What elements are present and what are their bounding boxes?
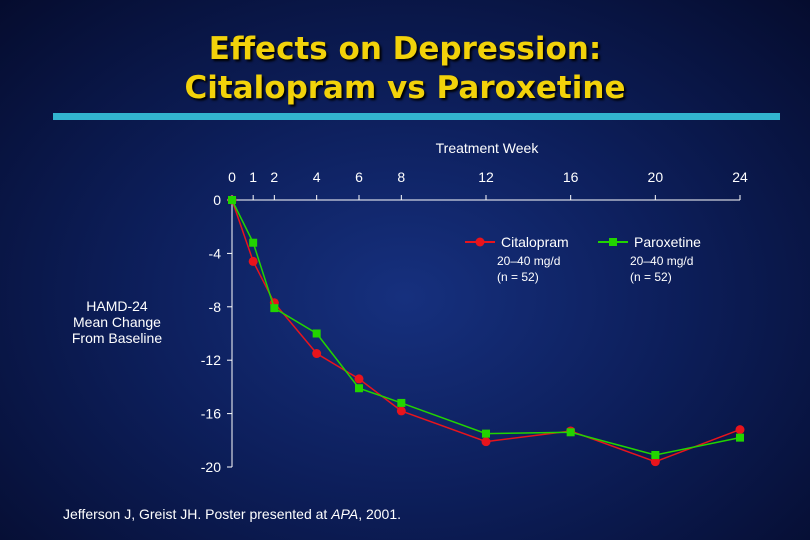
paroxetine-legend-dose: 20–40 mg/d <box>630 254 693 268</box>
x-tick-label: 12 <box>478 169 494 185</box>
paroxetine-data-point <box>736 433 744 442</box>
x-tick-label: 24 <box>732 169 748 185</box>
paroxetine-data-point <box>397 398 406 407</box>
paroxetine-data-point <box>228 196 236 204</box>
citation-year: , 2001. <box>358 506 402 522</box>
citation: Jefferson J, Greist JH. Poster presented… <box>63 506 401 522</box>
paroxetine-data-point <box>566 428 575 437</box>
paroxetine-legend-n: (n = 52) <box>630 270 672 284</box>
paroxetine-data-point <box>312 329 321 338</box>
chart-legend: Citalopram 20–40 mg/d (n = 52) Paroxetine 20… <box>465 234 701 284</box>
x-tick-label: 1 <box>249 169 257 185</box>
paroxetine-data-point <box>482 429 490 438</box>
paroxetine-legend-marker <box>609 238 617 246</box>
citalopram-data-point <box>248 256 258 266</box>
y-tick-label: -4 <box>209 245 222 261</box>
title-line-1: Effects on Depression: <box>208 31 602 67</box>
y-axis-label: HAMD-24 Mean Change From Baseline <box>52 298 182 346</box>
citalopram-legend-marker <box>475 237 485 247</box>
y-axis-label-line-3: From Baseline <box>71 330 163 346</box>
slide-title: Effects on Depression: Citalopram vs Par… <box>0 30 810 108</box>
citation-text: Jefferson J, Greist JH. Poster presented… <box>63 506 332 522</box>
citalopram-data-point <box>735 425 745 435</box>
citalopram-legend-dose: 20–40 mg/d <box>497 254 560 268</box>
x-tick-label: 16 <box>563 169 579 185</box>
x-axis-label: Treatment Week <box>436 140 540 156</box>
title-line-2: Citalopram vs Paroxetine <box>184 70 626 106</box>
paroxetine-data-point <box>651 450 660 459</box>
citalopram-data-point <box>396 406 406 416</box>
y-tick-label: -8 <box>209 299 222 315</box>
citalopram-data-point <box>481 437 491 447</box>
paroxetine-legend-name: Paroxetine <box>634 234 701 250</box>
citalopram-data-point <box>650 457 660 467</box>
y-tick-label: -12 <box>201 352 221 368</box>
paroxetine-data-point <box>355 384 363 393</box>
y-axis-label-line-2: Mean Change <box>73 314 161 330</box>
x-tick-label: 4 <box>313 169 321 185</box>
title-underline-rule <box>53 113 780 120</box>
chart-series <box>227 195 745 467</box>
x-tick-label: 6 <box>355 169 363 185</box>
citalopram-data-point <box>312 349 322 359</box>
y-tick-label: 0 <box>213 192 221 208</box>
chart-axes: 0 1 2 4 6 8 12 16 20 240-4-8-12-16-20 <box>201 169 748 475</box>
x-tick-label: 20 <box>648 169 664 185</box>
x-tick-label: 8 <box>397 169 405 185</box>
paroxetine-data-point <box>270 304 279 313</box>
x-tick-label: 0 <box>228 169 236 185</box>
citalopram-legend-name: Citalopram <box>501 234 569 250</box>
paroxetine-series-line <box>231 199 741 456</box>
y-axis-label-line-1: HAMD-24 <box>86 298 148 314</box>
y-tick-label: -20 <box>201 459 221 475</box>
paroxetine-data-point <box>249 238 258 247</box>
y-tick-label: -16 <box>201 406 221 422</box>
x-tick-label: 2 <box>270 169 278 185</box>
citalopram-data-point <box>354 374 364 384</box>
citation-journal: APA <box>331 506 359 522</box>
citalopram-legend-n: (n = 52) <box>497 270 539 284</box>
